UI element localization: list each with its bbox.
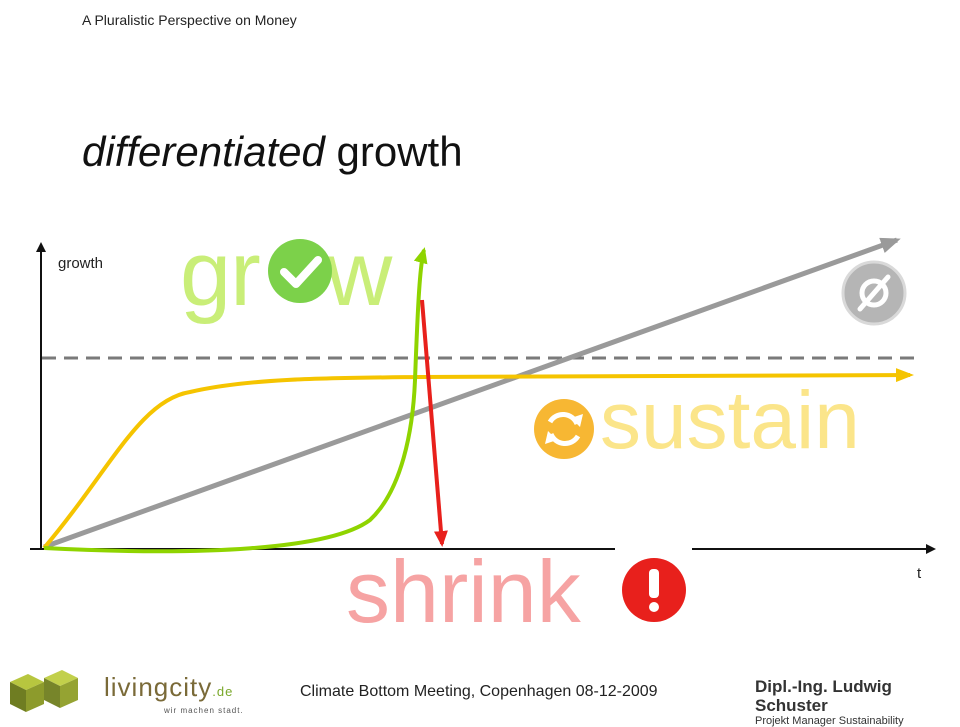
empty-set-icon xyxy=(841,260,907,326)
grow-word-prefix: gr xyxy=(180,223,261,325)
exclamation-icon xyxy=(622,558,686,622)
shrink-line xyxy=(420,299,448,547)
logo-tld: .de xyxy=(212,684,234,699)
footer-event: Climate Bottom Meeting, Copenhagen 08-12… xyxy=(300,683,658,700)
logo-tagline: wir machen stadt. xyxy=(164,706,244,715)
grow-curve xyxy=(43,247,428,554)
author-role: Projekt Manager Sustainability xyxy=(755,715,904,727)
title-rest: growth xyxy=(324,128,463,175)
sustain-word: sustain xyxy=(600,375,860,466)
linear-growth-line xyxy=(43,237,901,550)
header-text: A Pluralistic Perspective on Money xyxy=(82,12,297,28)
sustain-curve xyxy=(42,368,914,550)
author-name: Dipl.-Ing. Ludwig Schuster xyxy=(755,677,892,715)
x-axis-label: t xyxy=(917,565,922,582)
logo-cubes-icon xyxy=(10,670,78,712)
grow-word: gr w xyxy=(180,228,392,320)
page-title: differentiated growth xyxy=(82,128,463,176)
logo-brand: livingcity xyxy=(104,672,213,702)
shrink-word: shrink xyxy=(346,542,581,641)
grow-word-suffix: w xyxy=(325,223,392,325)
title-emphasis: differentiated xyxy=(82,128,325,175)
cycle-icon xyxy=(534,399,594,459)
livingcity-logo: livingcity.de wir machen stadt. xyxy=(104,672,243,715)
check-icon xyxy=(268,239,332,303)
y-axis-label: growth xyxy=(58,255,104,272)
